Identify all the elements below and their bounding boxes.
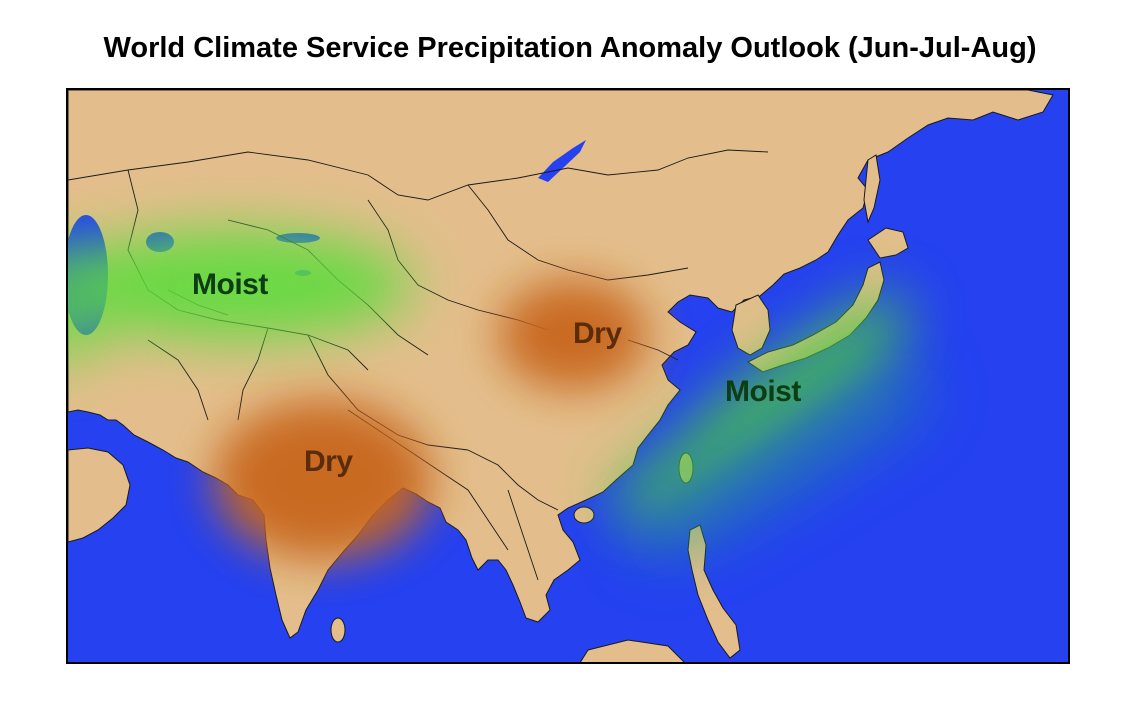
label-moist-central-asia: Moist	[192, 268, 268, 301]
map-canvas	[68, 90, 1068, 662]
dry-zone-india	[213, 400, 433, 560]
map-title: World Climate Service Precipitation Anom…	[103, 32, 1037, 64]
label-moist-japan-east-china: Moist	[725, 375, 801, 408]
sri-lanka	[330, 617, 346, 643]
philippines	[687, 524, 741, 659]
precipitation-map: Moist Dry Dry Moist	[66, 88, 1070, 664]
bohai-sea	[672, 302, 708, 322]
label-dry-north-china: Dry	[573, 317, 622, 350]
moist-zone-central-asia-west	[68, 245, 118, 365]
moist-zone-japan-east-china	[608, 290, 908, 530]
arabia-landmass	[68, 447, 131, 543]
moist-zone-teal-fringe	[628, 360, 928, 560]
dry-zone-north-china	[498, 280, 648, 390]
korea	[731, 294, 771, 356]
moist-zone-central-asia	[68, 230, 413, 340]
label-dry-india: Dry	[304, 445, 353, 478]
anomaly-overlays	[68, 230, 928, 560]
hokkaido	[867, 227, 909, 259]
hainan	[573, 506, 595, 524]
sakhalin	[863, 154, 881, 224]
southeast-islands	[579, 639, 685, 662]
